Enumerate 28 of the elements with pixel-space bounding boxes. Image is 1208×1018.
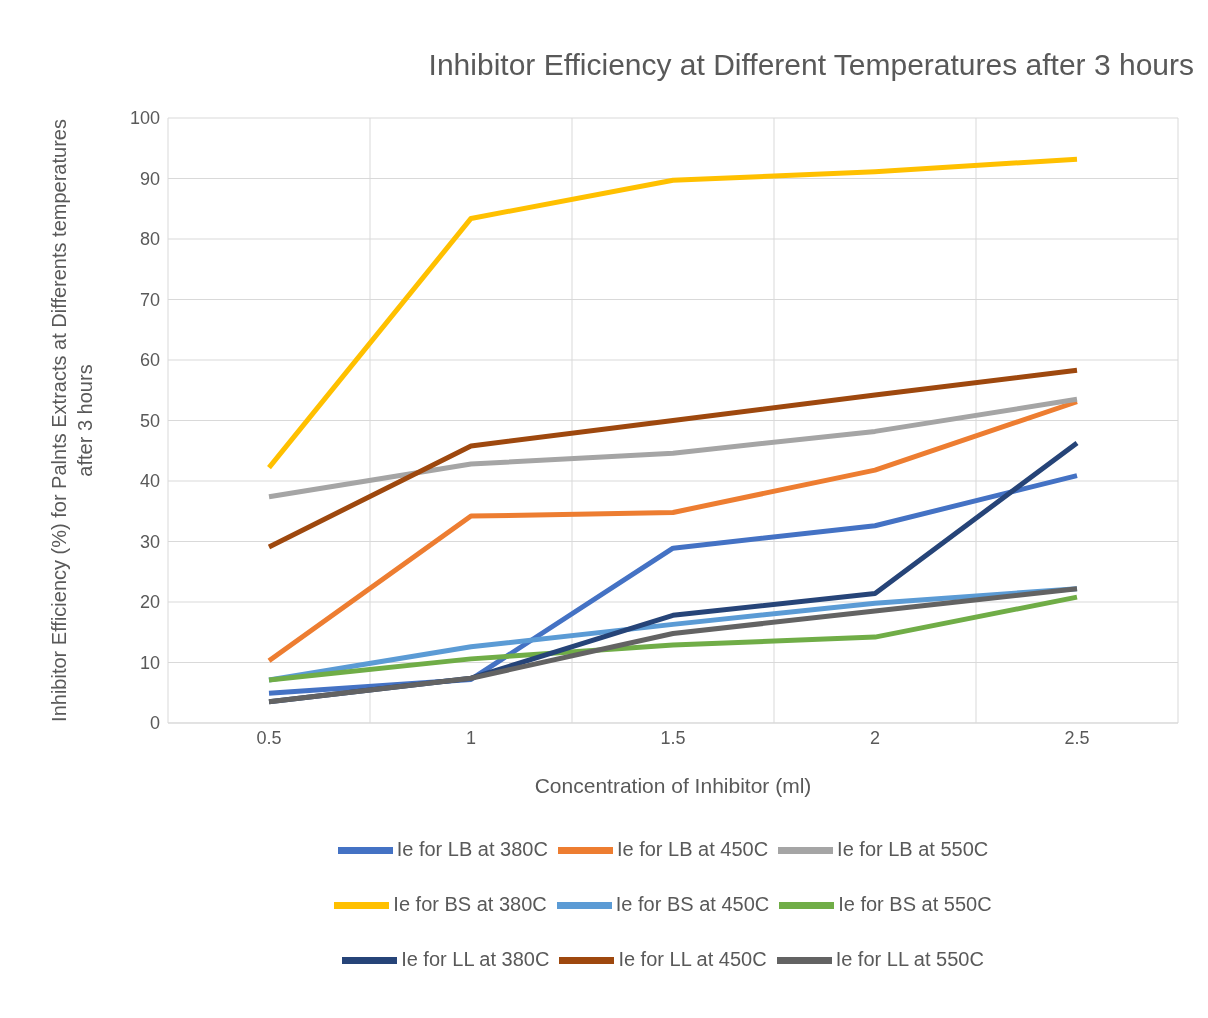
- y-tick-label: 90: [139, 168, 160, 189]
- x-tick-label: 1.5: [660, 727, 686, 748]
- x-tick-label: 2: [869, 727, 881, 748]
- legend-label: Ie for BS at 450C: [615, 892, 770, 915]
- y-tick-label: 50: [139, 410, 160, 431]
- legend-label: Ie for LL at 550C: [835, 947, 984, 970]
- legend-label: Ie for LB at 550C: [837, 837, 989, 860]
- y-tick-label: 100: [129, 108, 160, 129]
- legend-label: Ie for LB at 450C: [616, 837, 769, 860]
- legend-label: Ie for LL at 380C: [401, 947, 550, 970]
- y-tick-label: 80: [139, 229, 160, 250]
- y-tick-label: 10: [139, 652, 160, 673]
- y-tick-label: 30: [139, 531, 160, 552]
- y-tick-label: 40: [139, 471, 160, 492]
- y-tick-label: 60: [139, 350, 160, 371]
- x-axis-title: Concentration of Inhibitor (ml): [534, 774, 812, 797]
- legend-label: Ie for LL at 450C: [618, 947, 767, 970]
- x-tick-label: 1: [465, 727, 477, 748]
- y-axis-title: Inhibitor Efficiency (%) for Palnts Extracts at Differents temperatures after 3 hours: [48, 119, 96, 722]
- x-tick-label: 0.5: [256, 727, 282, 748]
- y-tick-label: 20: [139, 592, 160, 613]
- y-tick-label: 0: [149, 713, 160, 734]
- y-tick-label: 70: [139, 289, 160, 310]
- legend-label: Ie for BS at 380C: [393, 892, 547, 915]
- legend-label: Ie for LB at 380C: [396, 837, 548, 860]
- chart-title: Inhibitor Efficiency at Different Temperatures after 3 hours: [427, 47, 1195, 83]
- legend-label: Ie for BS at 550C: [838, 892, 992, 915]
- x-tick-label: 2.5: [1064, 727, 1090, 748]
